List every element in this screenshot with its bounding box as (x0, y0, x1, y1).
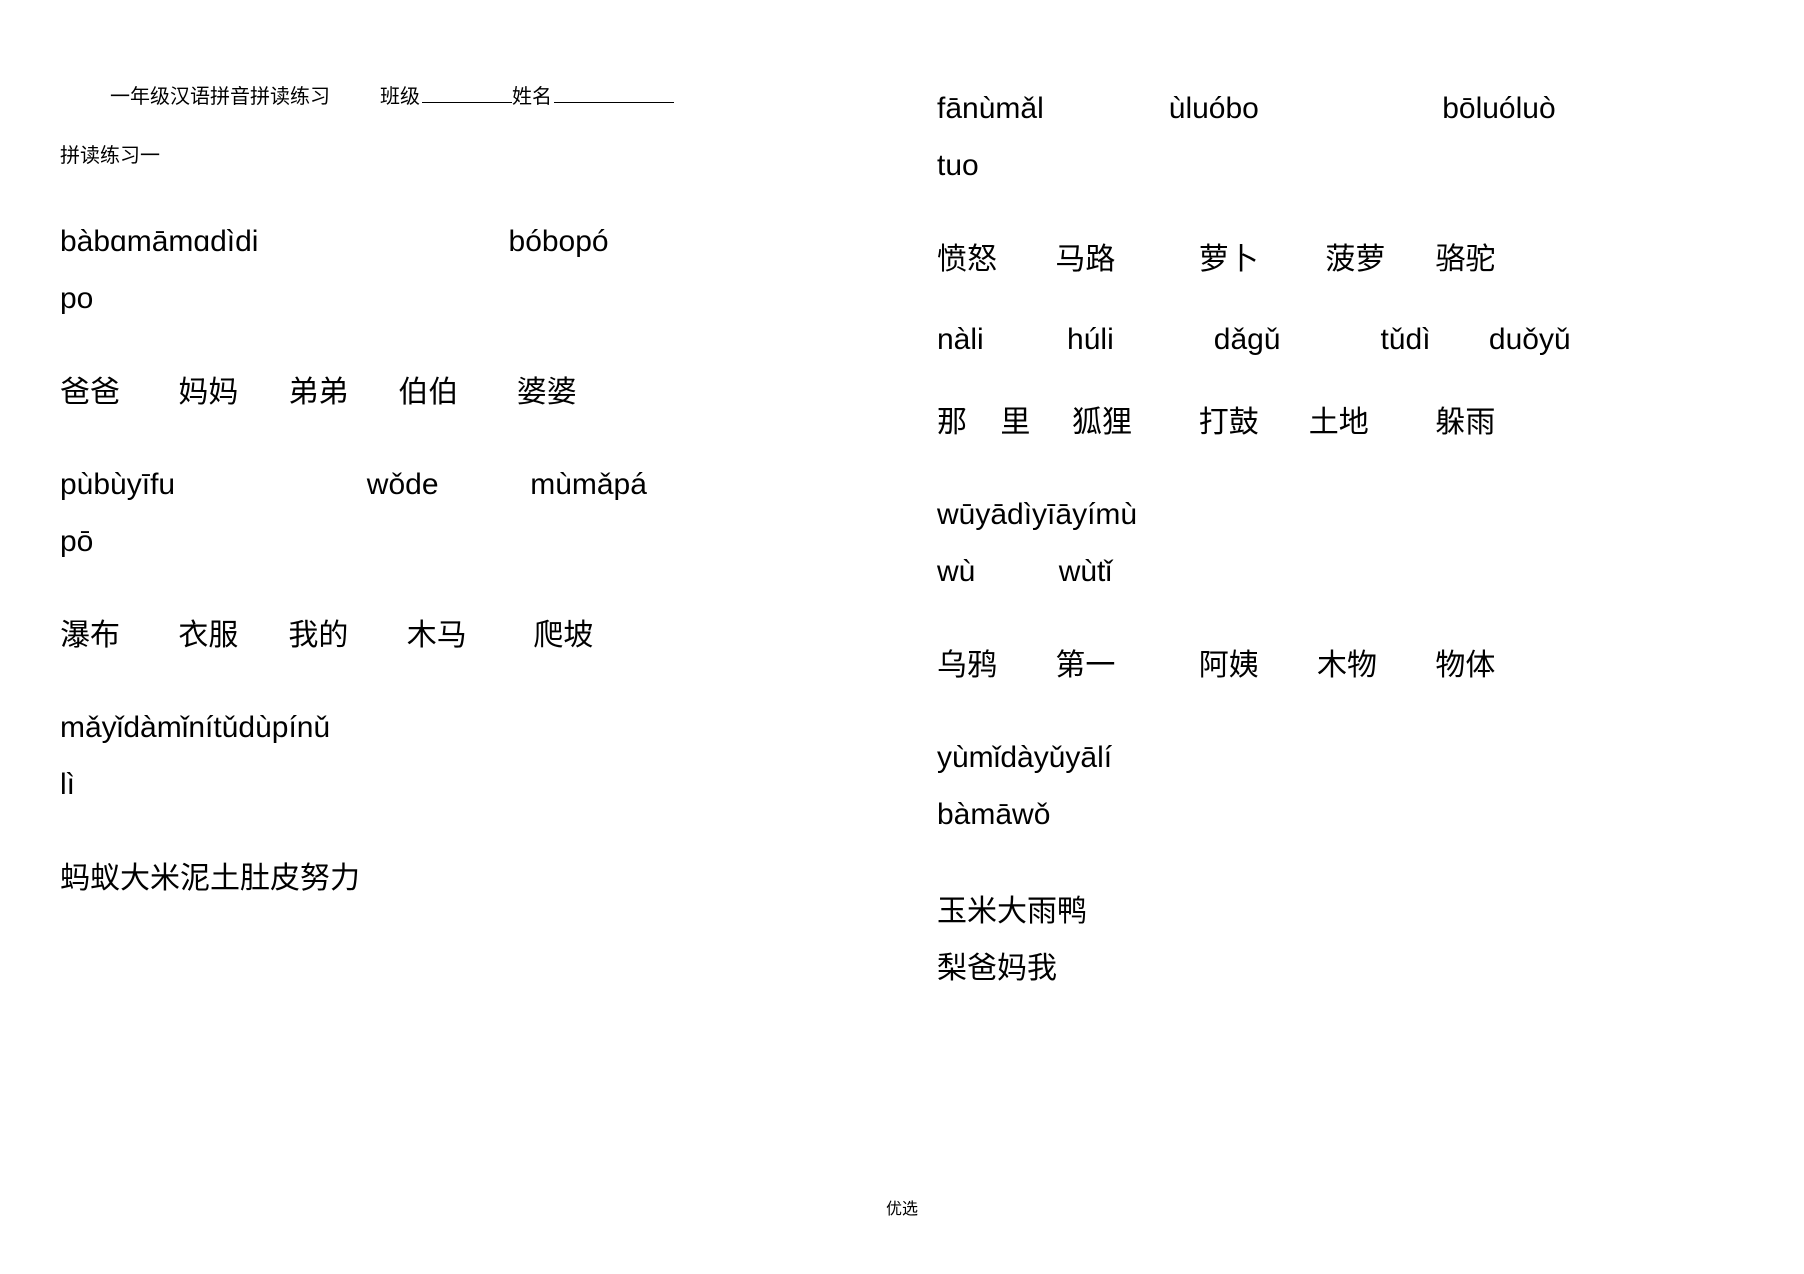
pinyin-group-1: bàbɑmāmɑdìdi bóbopó po (60, 213, 867, 327)
pinyin-line: pō (60, 513, 867, 570)
hanzi-line-1: 爸爸 妈妈 弟弟 伯伯 婆婆 (60, 367, 867, 411)
name-label: 姓名 (512, 80, 552, 109)
hanzi-line-r1: 愤怒 马路 萝卜 菠萝 骆驼 (937, 234, 1744, 278)
hanzi-line: 梨爸妈我 (937, 940, 1744, 997)
pinyin-line: bàbɑmāmɑdìdi bóbopó (60, 213, 867, 270)
class-label: 班级 (380, 80, 420, 109)
pinyin-group-3: mǎyǐdàmǐnítǔdùpínǔ lì (60, 699, 867, 813)
pinyin-line: fānùmǎl ùluóbo bōluóluò (937, 80, 1744, 137)
pinyin-group-r4: yùmǐdàyǔyālí bàmāwǒ (937, 729, 1744, 843)
right-block-3: wūyādìyīāyímù wù wùtǐ 乌鸦 第一 阿姨 木物 物体 (937, 486, 1744, 684)
name-blank (554, 102, 674, 103)
pinyin-line: wù wùtǐ (937, 543, 1744, 600)
pinyin-group-r1: fānùmǎl ùluóbo bōluóluò tuo (937, 80, 1744, 194)
pinyin-line: bàmāwǒ (937, 786, 1744, 843)
subheader: 拼读练习一 (60, 139, 867, 168)
left-block-3: mǎyǐdàmǐnítǔdùpínǔ lì 蚂蚁大米泥土肚皮努力 (60, 699, 867, 897)
pinyin-line: tuo (937, 137, 1744, 194)
right-block-1: fānùmǎl ùluóbo bōluóluò tuo 愤怒 马路 萝卜 菠萝 … (937, 80, 1744, 278)
pinyin-line: mǎyǐdàmǐnítǔdùpínǔ (60, 699, 867, 756)
header-line: 一年级汉语拼音拼读练习 班级 姓名 (60, 80, 867, 109)
right-block-4: yùmǐdàyǔyālí bàmāwǒ 玉米大雨鸭 梨爸妈我 (937, 729, 1744, 997)
hanzi-line-2: 瀑布 衣服 我的 木马 爬坡 (60, 610, 867, 654)
page-container: 一年级汉语拼音拼读练习 班级 姓名 拼读练习一 bàbɑmāmɑdìdi bób… (0, 0, 1804, 1077)
pinyin-line-r2: nàli húli dǎgǔ tǔdì duǒyǔ (937, 323, 1744, 357)
hanzi-line-3: 蚂蚁大米泥土肚皮努力 (60, 853, 867, 897)
footer-text: 优选 (886, 1195, 918, 1219)
pinyin-line: pùbùyīfu wǒde mùmǎpá (60, 456, 867, 513)
left-block-1: bàbɑmāmɑdìdi bóbopó po 爸爸 妈妈 弟弟 伯伯 婆婆 (60, 213, 867, 411)
hanzi-line-r2: 那 里 狐狸 打鼓 土地 躲雨 (937, 397, 1744, 441)
right-block-2: nàli húli dǎgǔ tǔdì duǒyǔ 那 里 狐狸 打鼓 土地 躲… (937, 323, 1744, 441)
worksheet-title: 一年级汉语拼音拼读练习 (110, 80, 330, 109)
hanzi-group-r4: 玉米大雨鸭 梨爸妈我 (937, 883, 1744, 997)
pinyin-line: wūyādìyīāyímù (937, 486, 1744, 543)
class-blank (422, 102, 512, 103)
left-column: 一年级汉语拼音拼读练习 班级 姓名 拼读练习一 bàbɑmāmɑdìdi bób… (40, 80, 897, 1037)
pinyin-line: po (60, 270, 867, 327)
left-block-2: pùbùyīfu wǒde mùmǎpá pō 瀑布 衣服 我的 木马 爬坡 (60, 456, 867, 654)
hanzi-line: 玉米大雨鸭 (937, 883, 1744, 940)
pinyin-line: yùmǐdàyǔyālí (937, 729, 1744, 786)
pinyin-line: lì (60, 756, 867, 813)
pinyin-group-r3: wūyādìyīāyímù wù wùtǐ (937, 486, 1744, 600)
right-column: fānùmǎl ùluóbo bōluóluò tuo 愤怒 马路 萝卜 菠萝 … (897, 80, 1764, 1037)
pinyin-group-2: pùbùyīfu wǒde mùmǎpá pō (60, 456, 867, 570)
hanzi-line-r3: 乌鸦 第一 阿姨 木物 物体 (937, 640, 1744, 684)
